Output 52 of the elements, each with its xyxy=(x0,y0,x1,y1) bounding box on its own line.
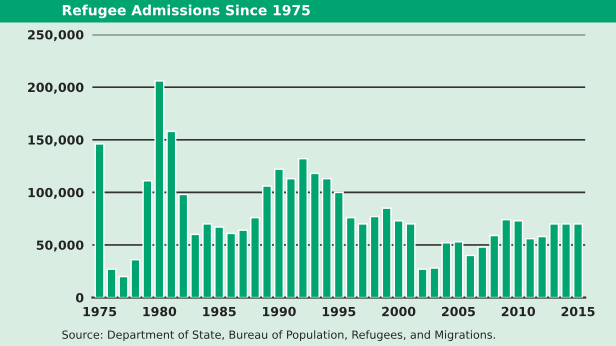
y-tick-label: 250,000 xyxy=(28,30,84,42)
bar xyxy=(453,241,464,298)
bar xyxy=(286,178,296,298)
y-tick-label: 0 xyxy=(76,293,84,302)
bar xyxy=(406,223,416,298)
bar xyxy=(394,220,404,298)
bar xyxy=(166,130,176,298)
bar xyxy=(370,216,380,298)
bar xyxy=(238,230,248,298)
bar xyxy=(130,259,140,298)
bar xyxy=(561,223,572,298)
bar xyxy=(418,268,428,298)
x-tick-label: 1975 xyxy=(84,306,116,316)
bar xyxy=(429,267,440,298)
bar xyxy=(178,194,188,298)
y-tick-label: 100,000 xyxy=(28,188,84,199)
bar xyxy=(262,185,272,298)
x-tick-label: 1995 xyxy=(322,306,356,316)
bar xyxy=(477,246,488,298)
bar xyxy=(106,268,117,298)
source-note: Source: Department of State, Bureau of Population, Refugees, and Migrations. xyxy=(62,330,495,341)
bar xyxy=(549,223,560,298)
bar xyxy=(214,226,224,298)
bar xyxy=(154,80,164,298)
x-tick-label: 2010 xyxy=(502,306,536,316)
x-tick-label: 2000 xyxy=(382,306,416,316)
bar xyxy=(334,192,344,298)
chart-title: Refugee Admissions Since 1975 xyxy=(62,4,310,18)
bar xyxy=(465,254,476,298)
x-tick-label: 1980 xyxy=(143,306,176,316)
bar xyxy=(537,236,548,298)
x-tick-label: 2005 xyxy=(442,306,475,316)
y-tick-label: 200,000 xyxy=(28,82,84,94)
bar xyxy=(298,158,308,298)
bar xyxy=(274,168,284,298)
y-tick-label: 50,000 xyxy=(36,240,84,252)
bar xyxy=(489,234,500,298)
bar xyxy=(250,216,260,298)
bar xyxy=(142,180,152,298)
y-tick-label: 150,000 xyxy=(28,135,84,146)
bar xyxy=(322,178,332,298)
x-tick-label: 1990 xyxy=(263,306,296,316)
x-tick-label: 2015 xyxy=(562,306,595,316)
bar xyxy=(310,172,320,298)
bar xyxy=(226,232,236,298)
x-tick-label: 1985 xyxy=(203,306,236,316)
bar xyxy=(382,207,392,298)
bar xyxy=(441,242,452,298)
bar xyxy=(118,276,128,298)
bar xyxy=(573,223,584,298)
bar xyxy=(525,238,536,298)
bar xyxy=(94,143,105,298)
